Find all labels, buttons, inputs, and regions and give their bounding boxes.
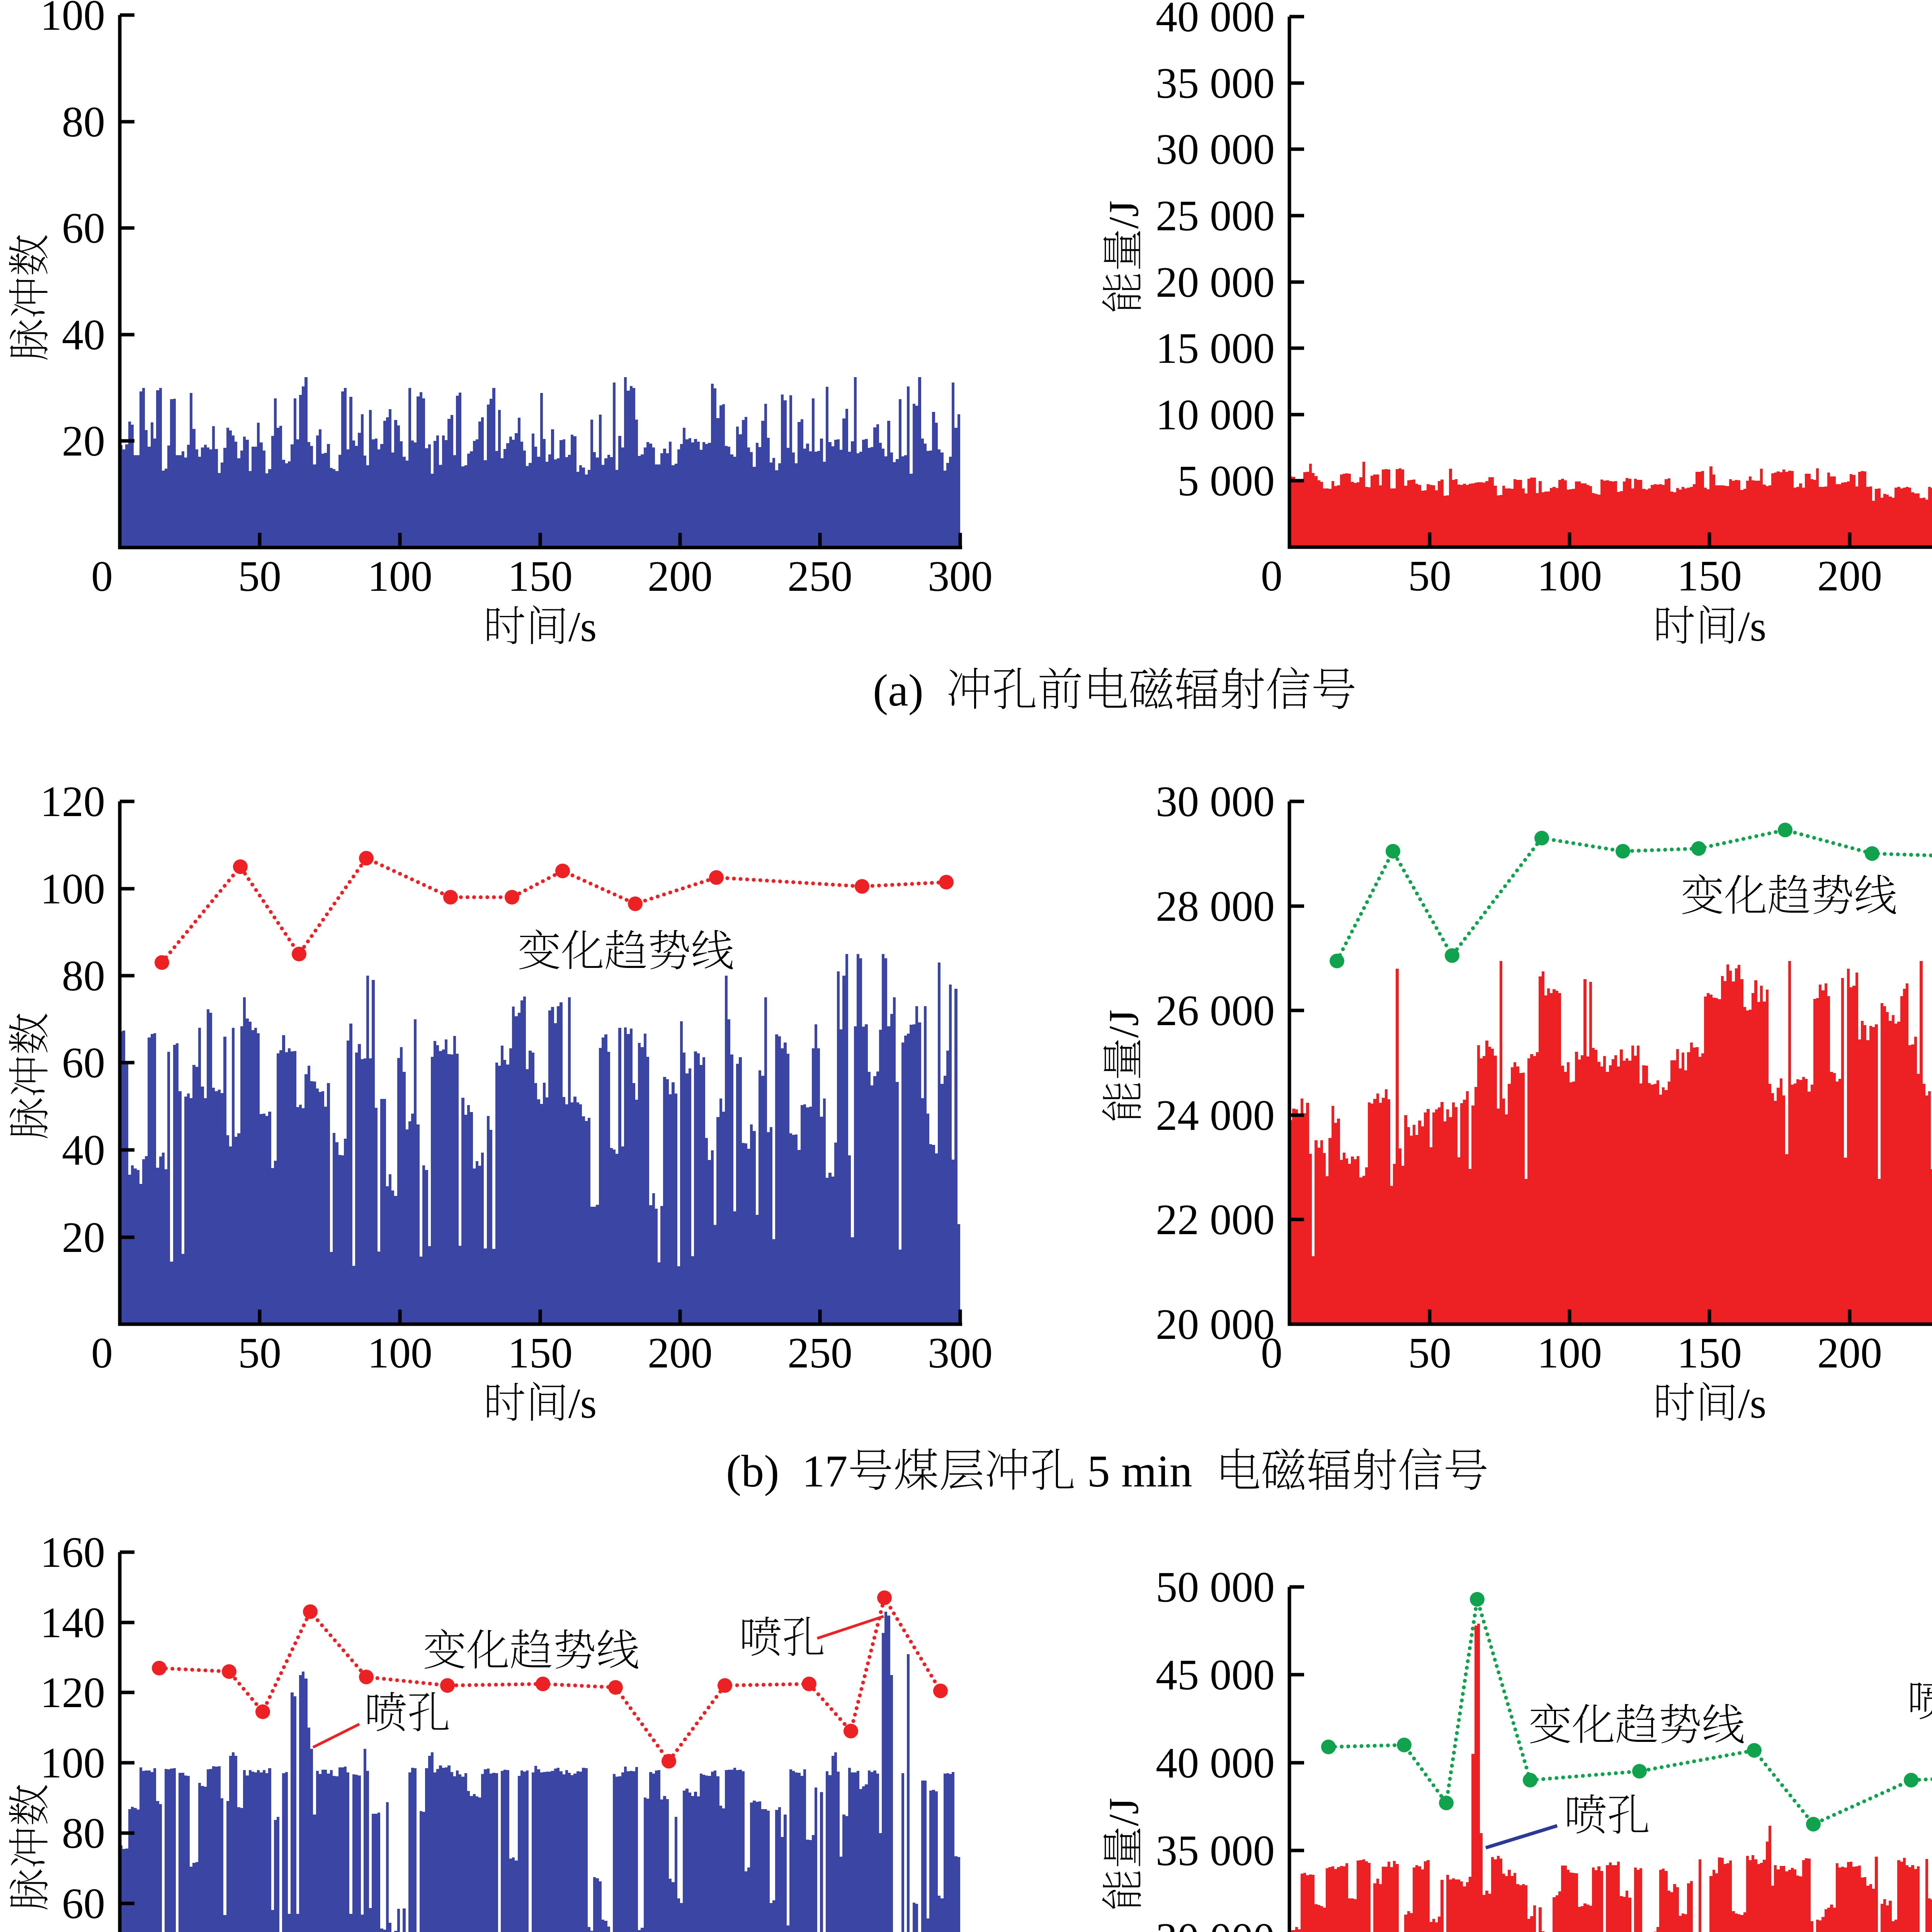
svg-text:22 000: 22 000 bbox=[1156, 1196, 1275, 1244]
svg-text:/J: /J bbox=[1100, 1010, 1147, 1038]
svg-text:/J: /J bbox=[1100, 1798, 1147, 1826]
svg-text:20: 20 bbox=[62, 417, 105, 465]
svg-text:80: 80 bbox=[62, 1810, 105, 1857]
svg-text:50: 50 bbox=[238, 553, 281, 600]
svg-text:/s: /s bbox=[1738, 1380, 1766, 1427]
svg-text:15 000: 15 000 bbox=[1156, 325, 1275, 372]
svg-text:0: 0 bbox=[91, 1329, 113, 1377]
svg-text:40 000: 40 000 bbox=[1156, 1739, 1275, 1787]
svg-text:50: 50 bbox=[1408, 1329, 1451, 1377]
svg-text:200: 200 bbox=[1817, 1329, 1882, 1377]
svg-text:200: 200 bbox=[1817, 552, 1882, 600]
svg-text:40: 40 bbox=[62, 311, 105, 359]
svg-text:120: 120 bbox=[40, 778, 105, 826]
svg-text:/s: /s bbox=[568, 1380, 597, 1427]
svg-text:100: 100 bbox=[40, 865, 105, 913]
svg-text:26 000: 26 000 bbox=[1156, 987, 1275, 1035]
svg-text:28 000: 28 000 bbox=[1156, 883, 1275, 930]
svg-text:200: 200 bbox=[648, 553, 713, 600]
svg-text:35 000: 35 000 bbox=[1156, 60, 1275, 107]
svg-text:300: 300 bbox=[928, 553, 993, 600]
svg-text:200: 200 bbox=[648, 1329, 713, 1377]
svg-text:50: 50 bbox=[1408, 552, 1451, 600]
svg-text:25 000: 25 000 bbox=[1156, 192, 1275, 240]
svg-text:160: 160 bbox=[40, 1529, 105, 1577]
svg-text:60: 60 bbox=[62, 204, 105, 252]
svg-text:80: 80 bbox=[62, 952, 105, 1000]
svg-text:(b) 17: (b) 17 bbox=[726, 1446, 848, 1497]
svg-text:20 000: 20 000 bbox=[1156, 259, 1275, 306]
svg-text:150: 150 bbox=[1677, 552, 1742, 600]
svg-text:/s: /s bbox=[568, 603, 597, 650]
svg-text:20 000: 20 000 bbox=[1156, 1301, 1275, 1349]
svg-text:300: 300 bbox=[928, 1329, 993, 1377]
svg-text:100: 100 bbox=[40, 1739, 105, 1787]
svg-text:50 000: 50 000 bbox=[1156, 1563, 1275, 1611]
svg-text:80: 80 bbox=[62, 98, 105, 146]
svg-text:/J: /J bbox=[1100, 201, 1147, 229]
svg-text:150: 150 bbox=[508, 1329, 573, 1377]
svg-text:5 min: 5 min bbox=[1076, 1446, 1215, 1497]
svg-text:140: 140 bbox=[40, 1599, 105, 1647]
svg-text:250: 250 bbox=[787, 1329, 852, 1377]
svg-text:(a): (a) bbox=[873, 665, 946, 716]
svg-text:150: 150 bbox=[508, 553, 573, 600]
svg-text:30 000: 30 000 bbox=[1156, 1915, 1275, 1932]
svg-text:120: 120 bbox=[40, 1669, 105, 1717]
svg-text:24 000: 24 000 bbox=[1156, 1092, 1275, 1139]
svg-text:/s: /s bbox=[1738, 603, 1766, 650]
svg-text:40: 40 bbox=[62, 1126, 105, 1174]
svg-text:35 000: 35 000 bbox=[1156, 1827, 1275, 1875]
svg-text:0: 0 bbox=[1261, 1329, 1282, 1377]
svg-text:250: 250 bbox=[787, 553, 852, 600]
svg-text:0: 0 bbox=[1261, 552, 1282, 600]
svg-text:100: 100 bbox=[367, 553, 432, 600]
svg-text:100: 100 bbox=[1537, 552, 1602, 600]
svg-text:5 000: 5 000 bbox=[1177, 457, 1275, 505]
svg-text:100: 100 bbox=[367, 1329, 432, 1377]
svg-text:100: 100 bbox=[1537, 1329, 1602, 1377]
svg-text:60: 60 bbox=[62, 1039, 105, 1087]
svg-text:100: 100 bbox=[40, 0, 105, 39]
svg-text:20: 20 bbox=[62, 1214, 105, 1262]
svg-text:45 000: 45 000 bbox=[1156, 1651, 1275, 1699]
svg-text:50: 50 bbox=[238, 1329, 281, 1377]
svg-text:150: 150 bbox=[1677, 1329, 1742, 1377]
svg-text:30 000: 30 000 bbox=[1156, 778, 1275, 826]
svg-text:10 000: 10 000 bbox=[1156, 391, 1275, 439]
svg-text:40 000: 40 000 bbox=[1156, 0, 1275, 41]
svg-text:0: 0 bbox=[91, 553, 113, 600]
svg-text:30 000: 30 000 bbox=[1156, 126, 1275, 173]
svg-text:60: 60 bbox=[62, 1880, 105, 1928]
